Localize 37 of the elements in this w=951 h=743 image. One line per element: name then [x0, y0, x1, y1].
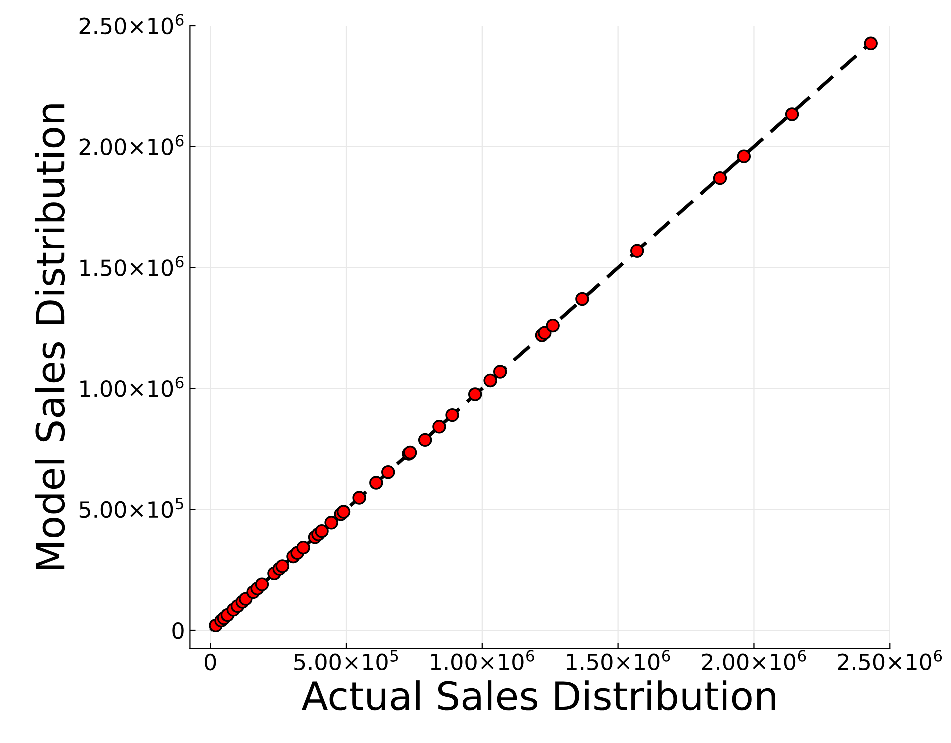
y-tick-label: 5.00×10$^{5}$	[80, 498, 184, 518]
point	[538, 326, 552, 340]
point	[255, 578, 270, 592]
point	[418, 433, 432, 448]
point	[432, 420, 446, 434]
point	[493, 365, 508, 379]
x-tick-label: 5.00×10$^{5}$	[294, 650, 398, 671]
point	[315, 524, 329, 538]
point	[737, 150, 752, 164]
x-tick-label: 2.00×10$^{6}$	[702, 650, 806, 671]
point	[336, 505, 351, 519]
point	[576, 292, 590, 306]
point	[864, 36, 878, 51]
point	[468, 388, 482, 402]
point	[296, 540, 310, 555]
point	[630, 244, 644, 258]
point	[785, 108, 800, 122]
y-tick-label: 2.50×10$^{6}$	[80, 14, 184, 35]
point	[484, 374, 498, 388]
point	[370, 476, 384, 490]
y-axis-title: Model Sales Distribution	[35, 104, 66, 570]
y-tick-label: 1.00×10$^{6}$	[80, 376, 184, 398]
point	[446, 408, 460, 422]
point	[546, 318, 560, 333]
x-tick-label: 1.50×10$^{6}$	[567, 650, 670, 671]
point	[382, 466, 396, 480]
point	[713, 171, 728, 186]
y-tick-label: 0	[172, 622, 184, 640]
x-tick-label: 1.00×10$^{6}$	[431, 650, 534, 671]
point	[276, 560, 290, 574]
y-tick-label: 1.50×10$^{6}$	[80, 256, 184, 276]
y-tick-label: 2.00×10$^{6}$	[80, 135, 184, 156]
point	[352, 491, 366, 505]
x-tick-label: 0	[204, 654, 216, 671]
x-tick-label: 2.50×10$^{6}$	[838, 650, 942, 671]
x-axis-title: Actual Sales Distribution	[302, 680, 776, 711]
point	[324, 516, 338, 530]
